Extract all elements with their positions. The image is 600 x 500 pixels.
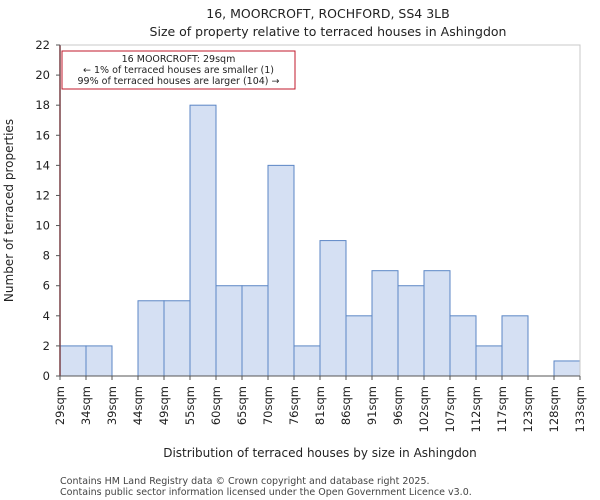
x-tick-label-49sqm: 49sqm — [157, 386, 171, 425]
bars — [59, 104, 581, 377]
x-tick-label-70sqm: 70sqm — [261, 386, 275, 425]
x-tick-label-117sqm: 117sqm — [495, 386, 509, 432]
y-ticks: 0 2 4 6 8 10 12 14 16 18 20 22 — [35, 38, 60, 383]
bar-65sqm — [241, 285, 269, 377]
x-tick-label-39sqm: 39sqm — [105, 386, 119, 425]
x-tick-label-128sqm: 128sqm — [547, 386, 561, 432]
footer-line-2: Contains public sector information licen… — [60, 487, 472, 498]
x-tick-label-86sqm: 86sqm — [339, 386, 353, 425]
x-tick-label-102sqm: 102sqm — [417, 386, 431, 432]
y-tick-label-10: 10 — [35, 219, 50, 233]
bar-44sqm — [137, 300, 165, 377]
x-tick-label-34sqm: 34sqm — [79, 386, 93, 425]
x-tick-label-96sqm: 96sqm — [391, 386, 405, 425]
y-tick-label-18: 18 — [35, 98, 50, 112]
bar-102sqm — [423, 270, 451, 377]
bar-91sqm — [371, 270, 399, 377]
y-tick-label-14: 14 — [35, 158, 50, 172]
bar-96sqm — [397, 285, 425, 377]
y-tick-label-6: 6 — [43, 279, 50, 293]
y-axis-label: Number of terraced properties — [2, 119, 16, 302]
y-tick-label-8: 8 — [43, 249, 50, 263]
x-tick-label-123sqm: 123sqm — [521, 386, 535, 432]
x-tick-label-81sqm: 81sqm — [313, 386, 327, 425]
annotation-border — [61, 50, 296, 90]
chart-title: 16, MOORCROFT, ROCHFORD, SS4 3LB — [206, 6, 449, 21]
chart-subtitle: Size of property relative to terraced ho… — [150, 24, 507, 39]
y-tick-label-20: 20 — [35, 68, 50, 82]
x-tick-label-133sqm: 133sqm — [573, 386, 587, 432]
y-tick-label-12: 12 — [35, 188, 50, 202]
bar-76sqm — [293, 345, 321, 377]
x-tick-label-60sqm: 60sqm — [209, 386, 223, 425]
bar-81sqm — [319, 240, 347, 377]
bar-34sqm — [85, 345, 113, 377]
bar-49sqm — [163, 300, 191, 377]
bar-112sqm — [475, 345, 503, 377]
x-tick-label-55sqm: 55sqm — [183, 386, 197, 425]
x-tick-label-29sqm: 29sqm — [53, 386, 67, 425]
x-tick-label-112sqm: 112sqm — [469, 386, 483, 432]
x-tick-label-91sqm: 91sqm — [365, 386, 379, 425]
x-tick-label-44sqm: 44sqm — [131, 386, 145, 425]
bar-128sqm — [553, 360, 581, 377]
y-tick-label-22: 22 — [35, 38, 50, 52]
y-tick-label-16: 16 — [35, 128, 50, 142]
bar-60sqm — [215, 285, 243, 377]
bar-86sqm — [345, 315, 373, 377]
bar-55sqm — [189, 104, 217, 377]
bar-117sqm — [501, 315, 529, 377]
x-axis-label: Distribution of terraced houses by size … — [163, 446, 477, 460]
x-tick-label-107sqm: 107sqm — [443, 386, 457, 432]
footer-line-1: Contains HM Land Registry data © Crown c… — [60, 476, 430, 487]
annotation-box: 16 MOORCROFT: 29sqm ← 1% of terraced hou… — [61, 50, 296, 90]
bar-107sqm — [449, 315, 477, 377]
y-tick-label-4: 4 — [43, 309, 50, 323]
annotation-line-2: ← 1% of terraced houses are smaller (1) — [83, 65, 274, 76]
annotation-line-1: 16 MOORCROFT: 29sqm — [122, 54, 236, 65]
x-tick-label-76sqm: 76sqm — [287, 386, 301, 425]
x-ticks: 29sqm 34sqm 39sqm 44sqm 49sqm 55sqm 60sqm 65sqm… — [53, 376, 587, 432]
annotation-line-3: 99% of terraced houses are larger (104) … — [78, 76, 280, 87]
y-tick-label-2: 2 — [43, 339, 50, 353]
bar-29sqm — [59, 345, 87, 377]
y-tick-label-0: 0 — [43, 369, 50, 383]
x-tick-label-65sqm: 65sqm — [235, 386, 249, 425]
bar-70sqm — [267, 164, 295, 377]
